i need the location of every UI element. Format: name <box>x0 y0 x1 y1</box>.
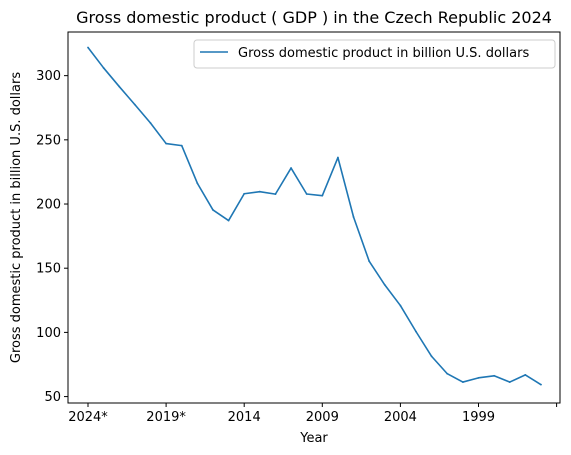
y-tick-label: 200 <box>36 198 61 213</box>
data-point <box>212 209 214 211</box>
legend[interactable]: Gross domestic product in billion U.S. d… <box>193 39 556 69</box>
data-point <box>508 381 511 383</box>
chart-title: Gross domestic product ( GDP ) in the Cz… <box>76 8 552 27</box>
y-tick-label: 100 <box>36 326 61 341</box>
data-point <box>383 283 386 286</box>
data-point <box>102 67 105 69</box>
data-point <box>524 373 527 376</box>
data-point <box>133 103 136 106</box>
data-point <box>321 194 324 197</box>
x-tick-label: 2004 <box>384 410 417 425</box>
y-tick-label: 150 <box>36 262 61 277</box>
data-point <box>180 144 183 147</box>
x-tick-label: 2009 <box>306 410 339 425</box>
data-point <box>477 376 480 379</box>
data-point <box>368 260 371 263</box>
legend-label: Gross domestic product in billion U.S. d… <box>238 46 529 61</box>
data-point <box>274 193 277 196</box>
series-line <box>87 47 542 386</box>
data-point <box>87 46 89 49</box>
data-point <box>493 374 496 377</box>
data-point <box>352 216 355 218</box>
y-axis-label: Gross domestic product in billion U.S. d… <box>9 72 24 363</box>
data-point <box>415 330 417 333</box>
x-tick-label: 2019* <box>146 410 186 425</box>
data-point <box>305 193 308 195</box>
y-axis: 50 100 150 200 250 300 <box>36 69 68 405</box>
data-point <box>227 219 230 222</box>
x-tick-label: 1999 <box>462 410 495 425</box>
data-point <box>430 355 433 358</box>
data-point <box>337 156 339 159</box>
y-tick-label: 50 <box>44 390 61 405</box>
data-point <box>461 381 464 383</box>
x-tick-label: 2014 <box>228 410 261 425</box>
y-tick-label: 300 <box>36 69 61 84</box>
data-point <box>290 167 292 169</box>
data-point <box>243 192 246 195</box>
data-point <box>196 182 199 185</box>
data-point <box>149 122 152 124</box>
x-axis: 2024* 2019* 2014 2009 2004 1999 <box>68 403 558 425</box>
legend-box <box>193 39 556 69</box>
x-tick-label: 2024* <box>68 410 108 425</box>
data-point <box>258 190 261 193</box>
data-point <box>165 142 168 145</box>
plot-frame <box>67 31 561 404</box>
y-tick-label: 250 <box>36 133 61 148</box>
data-point <box>446 372 449 375</box>
data-point <box>118 85 121 88</box>
series-group <box>87 46 542 386</box>
data-point <box>399 304 402 307</box>
x-axis-label: Year <box>299 431 328 446</box>
plot-area: 50 100 150 200 250 300 2024* 2019* 2014 2009 2004… <box>36 31 561 425</box>
data-point <box>540 383 542 386</box>
